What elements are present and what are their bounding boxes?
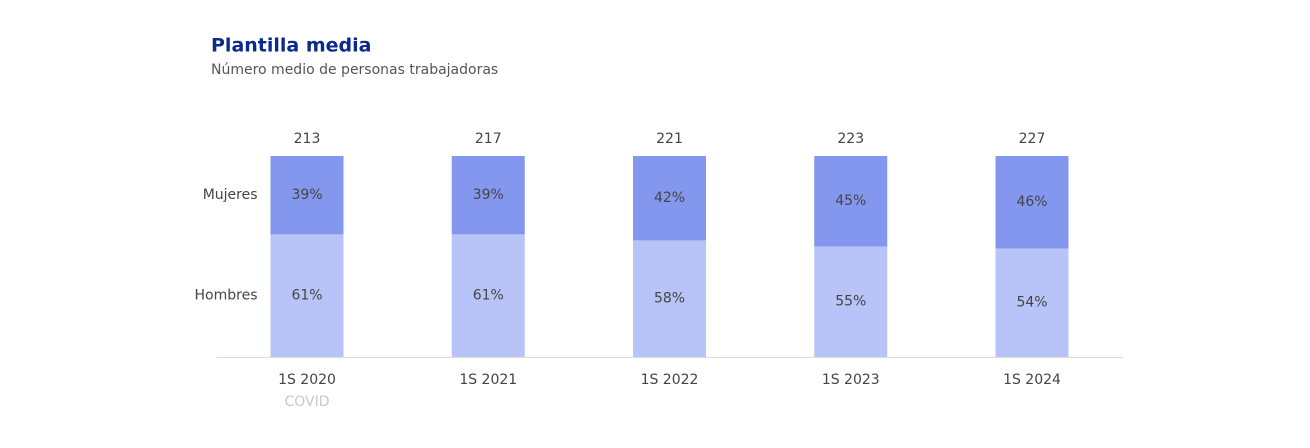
bar-segment bbox=[451, 156, 525, 235]
bar-segment bbox=[451, 234, 525, 357]
value-label: 42% bbox=[654, 190, 685, 206]
bar-segment bbox=[270, 234, 344, 357]
x-tick-label: 1S 2024 bbox=[1003, 372, 1061, 388]
bar-segment bbox=[814, 156, 888, 247]
value-label: 39% bbox=[291, 187, 322, 203]
total-label: 227 bbox=[1019, 131, 1046, 147]
total-label: 217 bbox=[475, 131, 502, 147]
value-label: 39% bbox=[473, 187, 504, 203]
total-label: 213 bbox=[294, 131, 321, 147]
bar-segment bbox=[633, 240, 706, 357]
bar-segment bbox=[814, 246, 888, 357]
chart-subtitle: Número medio de personas trabajadoras bbox=[211, 62, 498, 78]
value-label: 61% bbox=[291, 288, 322, 304]
value-label: 54% bbox=[1016, 295, 1047, 311]
annotation: COVID bbox=[284, 394, 329, 410]
x-tick-label: 1S 2022 bbox=[641, 372, 699, 388]
x-tick-label: 1S 2023 bbox=[822, 372, 880, 388]
value-label: 55% bbox=[835, 294, 866, 310]
value-label: 46% bbox=[1016, 194, 1047, 210]
bar-segment bbox=[995, 156, 1069, 249]
value-label: 45% bbox=[835, 193, 866, 209]
series-label: Mujeres bbox=[203, 187, 258, 203]
series-label: Hombres bbox=[195, 288, 258, 304]
value-label: 58% bbox=[654, 291, 685, 307]
x-tick-label: 1S 2020 bbox=[278, 372, 336, 388]
bar-segment bbox=[270, 156, 344, 235]
value-label: 61% bbox=[473, 288, 504, 304]
x-tick-label: 1S 2021 bbox=[459, 372, 517, 388]
chart-title: Plantilla media bbox=[211, 35, 371, 57]
total-label: 221 bbox=[656, 131, 683, 147]
total-label: 223 bbox=[837, 131, 864, 147]
bar-segment bbox=[633, 156, 706, 241]
bar-segment bbox=[995, 248, 1069, 357]
